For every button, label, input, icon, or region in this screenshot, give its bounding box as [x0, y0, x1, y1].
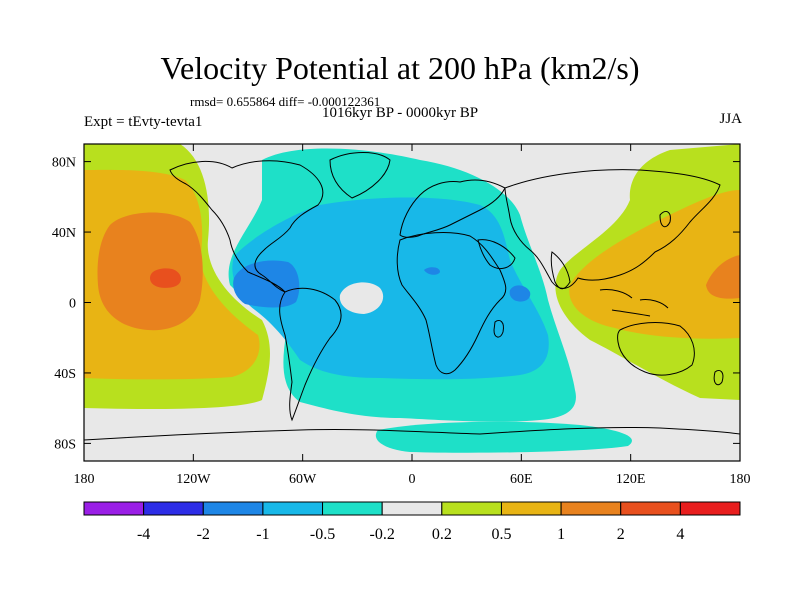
contour-neutral-hole — [339, 282, 384, 314]
colorbar-label: 1 — [557, 526, 565, 543]
contour-positive-east-mid — [569, 190, 740, 339]
colorbar-swatch — [322, 501, 383, 516]
coastline-africa — [396, 232, 507, 375]
coastline-antarctica — [84, 426, 740, 441]
colorbar-swatch — [83, 501, 145, 516]
lat-tick-label: 80S — [54, 437, 76, 452]
coastline-australia — [617, 322, 695, 376]
map-title: Velocity Potential at 200 hPa (km2/s) — [160, 50, 640, 86]
coastline-arabia — [477, 239, 516, 269]
lat-tick-label: 80N — [52, 156, 76, 171]
colorbar-swatch — [262, 501, 324, 516]
colorbar-label: -0.5 — [310, 526, 335, 543]
coastline-asia — [504, 169, 721, 289]
lon-tick-label: 60E — [510, 472, 533, 487]
lat-tick-label: 40S — [54, 367, 76, 382]
colorbar-label: 0.5 — [491, 526, 511, 543]
experiment-label: Expt = tEvty-tevta1 — [84, 114, 203, 130]
coastline-india — [550, 251, 571, 290]
lon-tick-label: 180 — [730, 472, 751, 487]
lon-tick-label: 60W — [289, 472, 317, 487]
colorbar-label: 2 — [617, 526, 625, 543]
colorbar-label: -2 — [197, 526, 210, 543]
coastline-south-america — [279, 287, 342, 422]
colorbar-label: 4 — [676, 526, 684, 543]
contour-positive-high — [97, 212, 203, 331]
lon-tick-label: 120E — [616, 472, 646, 487]
colorbar-swatch — [620, 501, 681, 516]
lon-tick-label: 120W — [176, 472, 211, 487]
coastline-madagascar — [493, 319, 504, 338]
colorbar: -4 -2 -1 -0.5 -0.2 0.2 0.5 1 2 4 — [83, 501, 741, 543]
lat-tick-label: 40N — [52, 226, 76, 241]
period-label: 1016kyr BP - 0000kyr BP — [322, 105, 479, 121]
contour-positive-east-high — [706, 255, 740, 299]
contour-negative-small-africa — [509, 285, 531, 302]
lon-tick-label: 180 — [74, 472, 95, 487]
colorbar-swatch — [202, 501, 264, 516]
colorbar-swatch — [381, 501, 443, 516]
coastline-north-america — [169, 160, 324, 293]
contour-negative-southern-band — [375, 421, 632, 453]
contour-negative-mid — [232, 197, 549, 380]
coastline-europe — [399, 179, 506, 238]
colorbar-label: -0.2 — [370, 526, 395, 543]
coastline-new-zealand — [713, 369, 724, 386]
lon-tick-label: 0 — [409, 472, 416, 487]
colorbar-swatch — [560, 501, 622, 516]
coastline-indonesia — [599, 289, 669, 317]
stats-label: rmsd= 0.655864 diff= -0.000122361 — [190, 94, 381, 109]
coastline-japan — [659, 211, 671, 228]
latitude-axis: 80N 40N 0 40S 80S — [52, 156, 740, 452]
longitude-axis: 180 120W 60W 0 60E 120E 180 — [74, 144, 751, 487]
colorbar-label: 0.2 — [432, 526, 452, 543]
lat-tick-label: 0 — [69, 297, 76, 312]
season-label: JJA — [719, 111, 742, 127]
coastline-greenland — [329, 152, 391, 199]
colorbar-swatch — [441, 501, 502, 516]
contour-positive-peak — [150, 268, 181, 288]
colorbar-label: -4 — [137, 526, 150, 543]
colorbar-swatch — [500, 501, 562, 516]
contour-negative-small-sahara — [424, 267, 440, 275]
coastlines — [84, 152, 740, 441]
colorbar-label: -1 — [256, 526, 269, 543]
colorbar-swatch — [143, 501, 204, 516]
colorbar-swatch — [679, 501, 741, 516]
